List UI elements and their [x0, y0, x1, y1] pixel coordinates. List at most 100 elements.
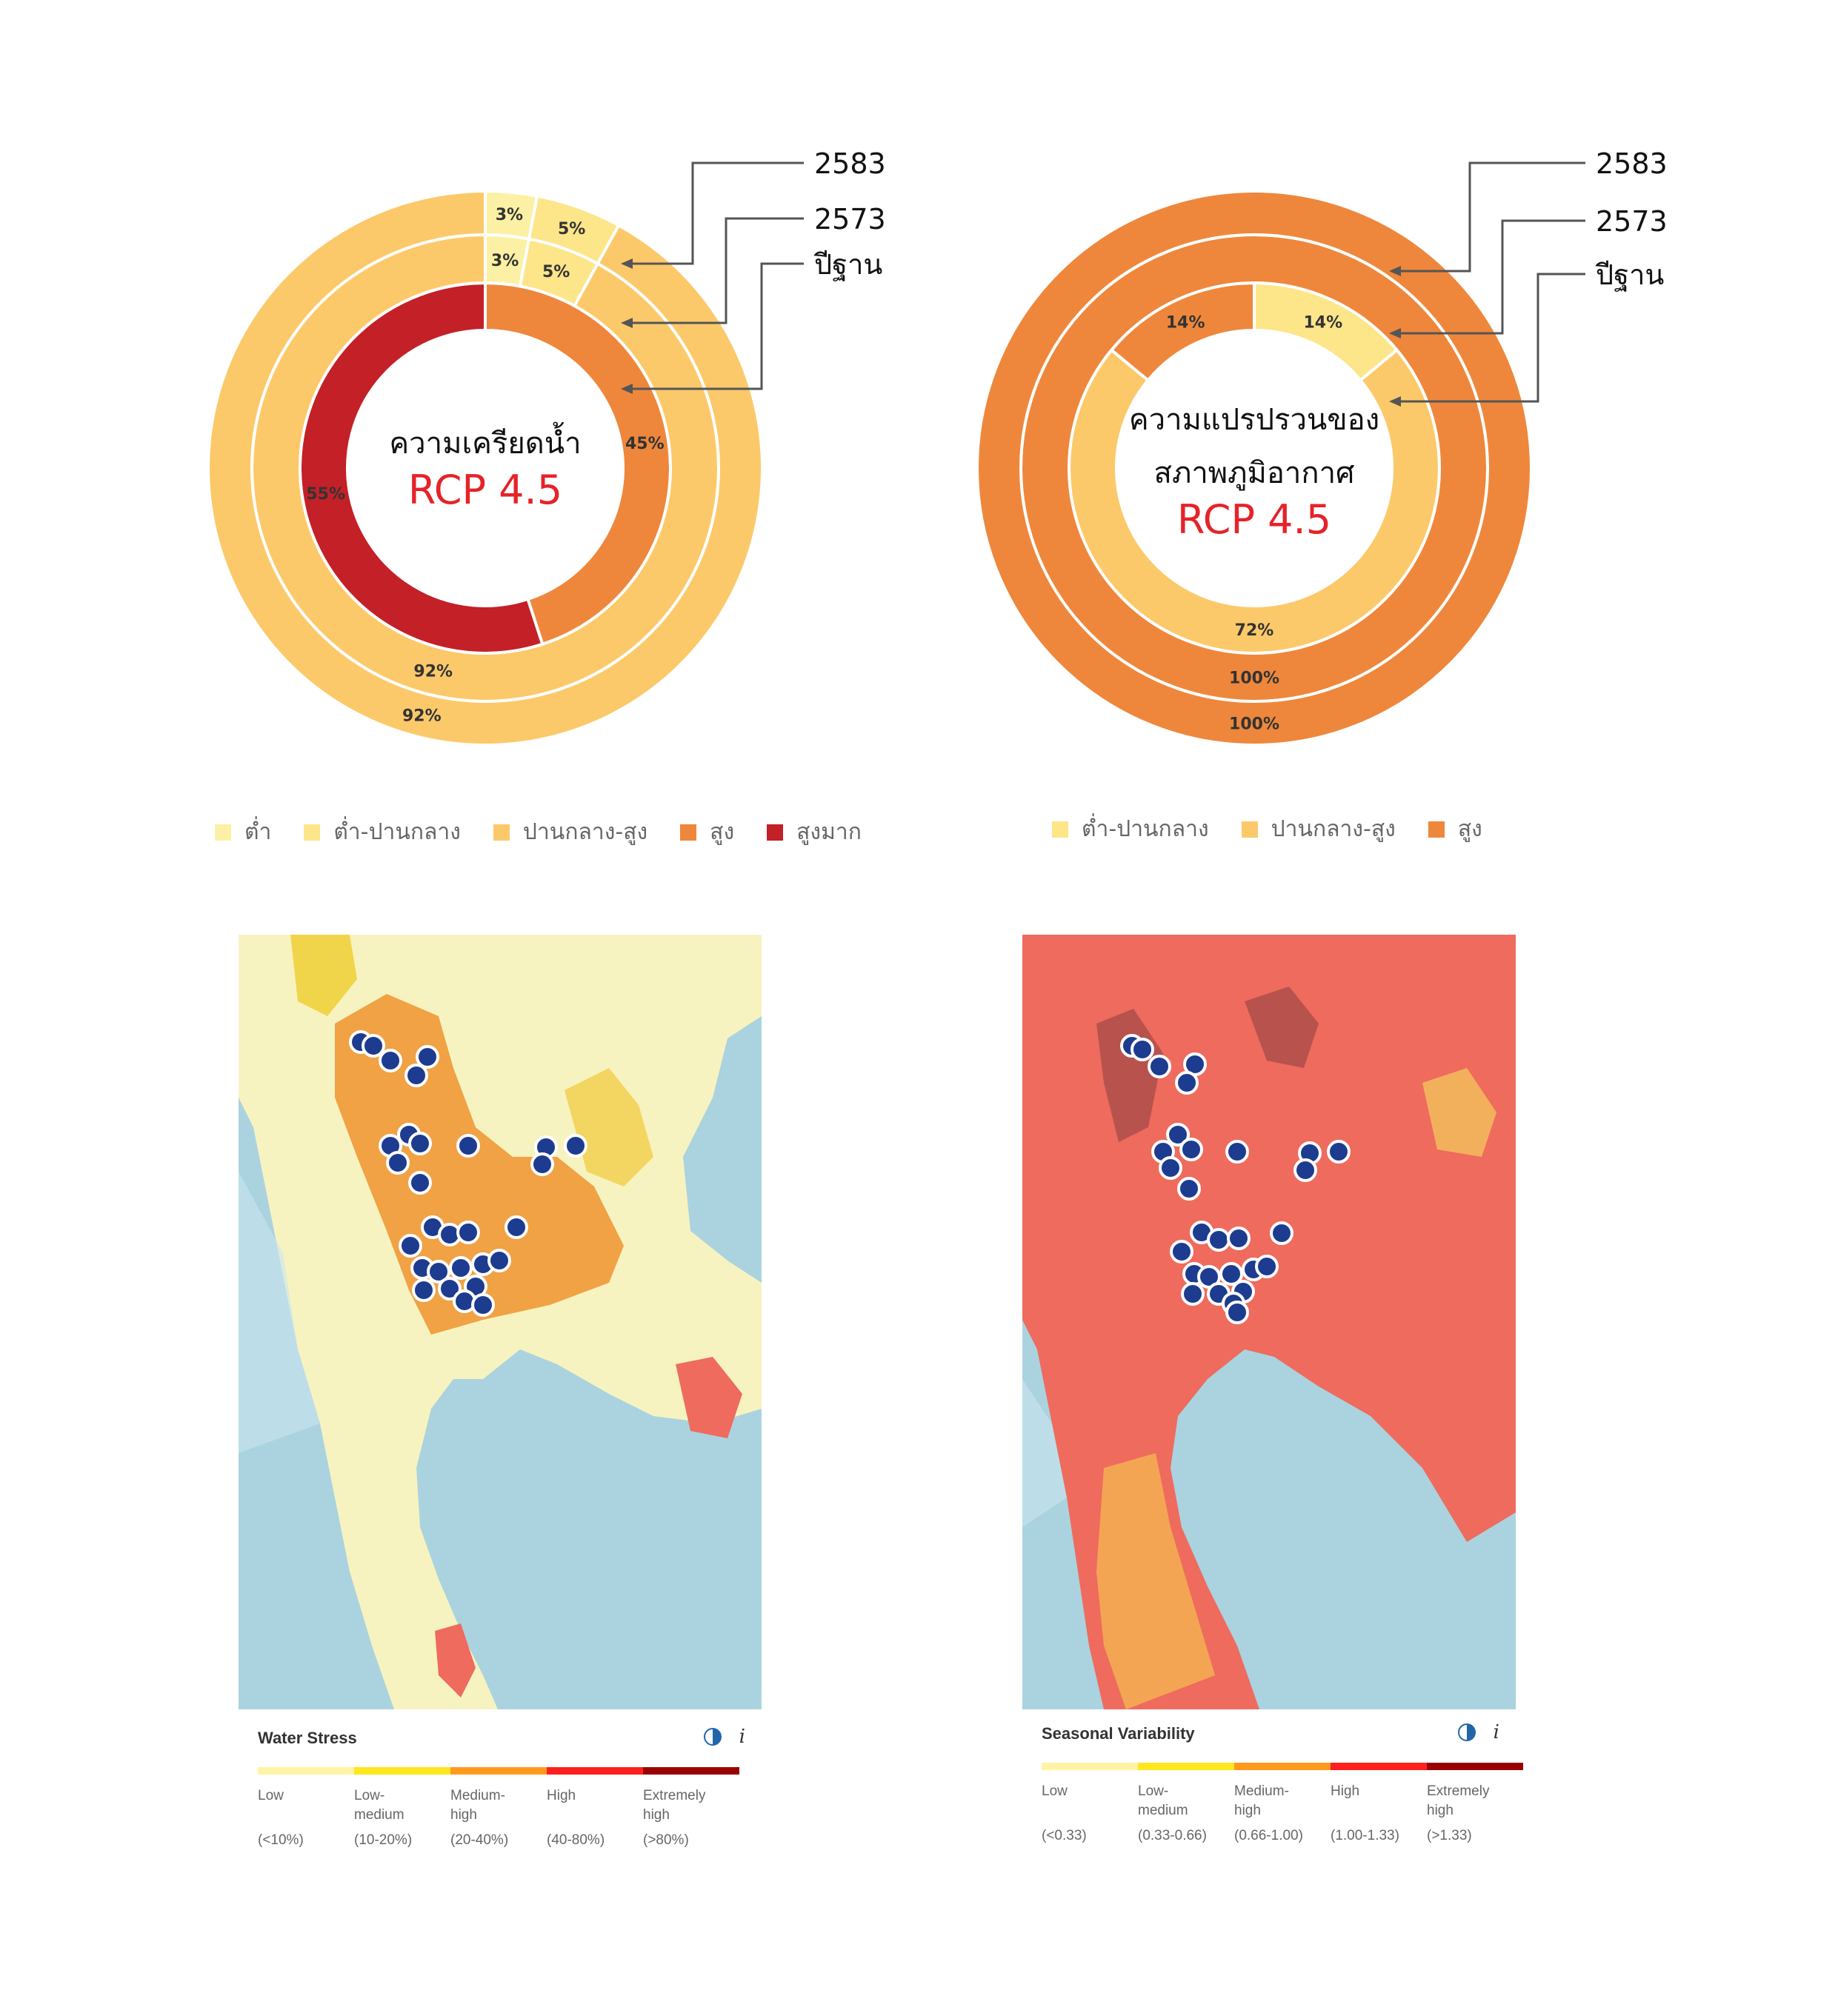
legend-label: ต่ำ-ปานกลาง: [1082, 816, 1209, 842]
slice-label-1-1: 5%: [542, 263, 570, 281]
legend-item[interactable]: ต่ำ: [215, 815, 271, 850]
scale-color-bar: [1138, 1763, 1234, 1770]
climate-variability-donut-chart: 14% 72% 14% 100% 100% ความแปรปรวนของสภาพภูมิอ…: [976, 147, 1668, 747]
ring-callout-label: ปีฐาน: [1595, 258, 1664, 292]
legend-item[interactable]: สูง: [1428, 812, 1482, 847]
seasonal-variability-map-legend: Seasonal Variability i Low (<0.33) Low- me…: [1022, 1711, 1523, 1852]
legend-label: สูงมาก: [796, 819, 862, 845]
water-stress-donut-panel: 45% 55% 3% 5% 92% 3% 5% 92% ความเครียดน้ำ RCP 4.5…: [0, 0, 919, 874]
legend-label: ปานกลาง-สูง: [522, 819, 648, 845]
ring-callout-0: ปีฐาน: [621, 248, 882, 394]
scale-cell: High (40-80%): [547, 1767, 643, 1850]
donut-title-line-0: ความเครียดน้ำ: [389, 421, 581, 461]
legend-swatch: [215, 824, 231, 841]
scale-cell: Low (<10%): [258, 1767, 354, 1850]
legend-label: สูง: [1457, 816, 1482, 842]
legend-label: สูง: [710, 819, 735, 845]
donut-subtitle: RCP 4.5: [408, 467, 562, 513]
legend-swatch: [680, 824, 697, 841]
scale-cell: Extremely high (>80%): [643, 1767, 739, 1850]
slice-label-2-0: 100%: [1229, 715, 1279, 734]
slice-label-0-1: 55%: [306, 485, 345, 504]
scale-cell: Extremely high (>1.33): [1427, 1763, 1523, 1846]
scale-color-bar: [258, 1767, 354, 1775]
ring-callout-label: 2573: [814, 203, 886, 236]
scale-label: Extremely high: [643, 1788, 706, 1823]
legend-item[interactable]: ปานกลาง-สูง: [493, 815, 647, 850]
scale-range: (<0.33): [1042, 1828, 1087, 1843]
scale-cell: Medium- high (0.66-1.00): [1234, 1763, 1331, 1846]
legend-item[interactable]: สูง: [680, 815, 734, 850]
scale-label: Low- medium: [354, 1788, 404, 1823]
scale-color-bar: [643, 1767, 739, 1775]
scale-range: (0.66-1.00): [1234, 1828, 1303, 1843]
scale-cell: Low- medium (0.33-0.66): [1138, 1763, 1234, 1846]
legend-swatch: [1428, 821, 1445, 838]
ring-callout-label: 2583: [814, 147, 886, 180]
scale-range: (1.00-1.33): [1331, 1828, 1399, 1843]
slice-label-2-1: 5%: [558, 220, 585, 238]
scale-cell: Medium- high (20-40%): [450, 1767, 547, 1850]
info-icon[interactable]: i: [1493, 1721, 1499, 1743]
scale-label: Medium- high: [450, 1788, 505, 1823]
legend-item[interactable]: ปานกลาง-สูง: [1241, 812, 1396, 847]
ring-callout-0: ปีฐาน: [1389, 258, 1664, 407]
water-stress-map-image: [239, 935, 762, 1709]
slice-label-1-0: 100%: [1229, 670, 1279, 688]
scale-label: High: [547, 1788, 576, 1803]
ring-callout-1: 2573: [621, 203, 886, 328]
legend-swatch: [1241, 821, 1258, 838]
ring-callout-1: 2573: [1389, 205, 1668, 338]
scale-cell: Low (<0.33): [1042, 1763, 1138, 1846]
legend-item[interactable]: ต่ำ-ปานกลาง: [304, 815, 461, 850]
seasonal-variability-scale: Low (<0.33) Low- medium (0.33-0.66) Medium- …: [1042, 1763, 1523, 1846]
slice-label-2-0: 3%: [496, 206, 523, 224]
climate-variability-donut-panel: 14% 72% 14% 100% 100% ความแปรปรวนของ สภาพภูมิอ…: [919, 0, 1838, 874]
legend-item[interactable]: ต่ำ-ปานกลาง: [1052, 812, 1209, 847]
scale-range: (0.33-0.66): [1138, 1828, 1207, 1843]
slice-label-2-2: 92%: [402, 707, 442, 726]
ring-callout-label: ปีฐาน: [813, 248, 882, 281]
scale-label: Low: [258, 1788, 284, 1803]
water-stress-map-legend: Water Stress i Low (<10%) Low- medium (10-2…: [239, 1715, 762, 1856]
scale-color-bar: [450, 1767, 547, 1775]
donut-subtitle: RCP 4.5: [1177, 496, 1331, 543]
legend-label: ปานกลาง-สูง: [1271, 816, 1396, 842]
scale-label: Low: [1042, 1783, 1068, 1799]
legend-swatch: [767, 824, 784, 841]
legend-item[interactable]: สูงมาก: [767, 815, 862, 850]
map-legend-title: Seasonal Variability: [1042, 1724, 1195, 1743]
water-stress-donut-chart: 45% 55% 3% 5% 92% 3% 5% 92% ความเครียดน้ำ RCP 4.5…: [207, 147, 886, 747]
scale-cell: High (1.00-1.33): [1331, 1763, 1427, 1846]
water-stress-legend: ต่ำ ต่ำ-ปานกลาง ปานกลาง-สูง สูง สูงมาก: [215, 815, 894, 850]
ring-2: 3% 5% 92%: [207, 189, 764, 747]
scale-range: (40-80%): [547, 1832, 605, 1848]
scale-label: High: [1331, 1783, 1360, 1799]
opacity-toggle-icon[interactable]: [703, 1728, 722, 1746]
scale-color-bar: [1234, 1763, 1331, 1770]
slice-2-0: [976, 189, 1533, 747]
scale-range: (<10%): [258, 1832, 304, 1848]
ring-2: 100%: [976, 189, 1533, 747]
donut-title-line-0: ความแปรปรวนของ: [1129, 403, 1379, 437]
slice-label-0-0: 45%: [625, 435, 665, 453]
scale-color-bar: [1427, 1763, 1523, 1770]
slice-label-1-0: 3%: [491, 252, 519, 270]
water-stress-map: [239, 935, 762, 1709]
legend-label: ต่ำ: [244, 819, 272, 845]
scale-cell: Low- medium (10-20%): [354, 1767, 450, 1850]
legend-swatch: [1052, 821, 1068, 838]
seasonal-variability-map: [1022, 935, 1516, 1709]
ring-callout-2: 2583: [621, 147, 886, 269]
slice-label-0-2: 14%: [1166, 314, 1205, 333]
info-icon[interactable]: i: [739, 1726, 745, 1748]
scale-range: (>1.33): [1427, 1828, 1472, 1843]
climate-variability-legend: ต่ำ-ปานกลาง ปานกลาง-สูง สูง: [1052, 812, 1515, 847]
scale-label: Low- medium: [1138, 1783, 1188, 1818]
opacity-toggle-icon[interactable]: [1457, 1723, 1476, 1741]
scale-color-bar: [547, 1767, 643, 1775]
legend-label: ต่ำ-ปานกลาง: [333, 819, 461, 845]
seasonal-variability-map-image: [1022, 935, 1516, 1709]
ring-callout-label: 2583: [1596, 147, 1668, 180]
scale-label: Medium- high: [1234, 1783, 1289, 1818]
